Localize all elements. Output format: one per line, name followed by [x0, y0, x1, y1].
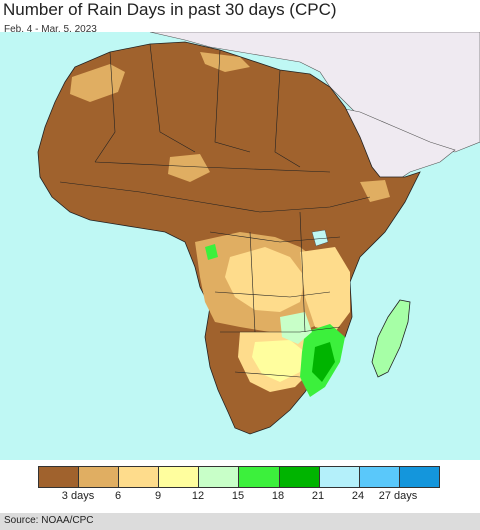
legend-labels: 3 days 6 9 12 15 18 21 24 27 days	[38, 490, 438, 506]
legend-label-4: 12	[191, 490, 205, 502]
legend-color-bar	[38, 466, 440, 488]
mozambique-dark-green	[312, 342, 335, 382]
legend-swatch-1	[39, 467, 80, 487]
legend-swatch-8	[319, 467, 360, 487]
legend-label-3: 9	[154, 490, 162, 502]
legend-swatch-4	[159, 467, 200, 487]
legend-swatch-5	[199, 467, 240, 487]
sahara-patch-center	[168, 154, 210, 182]
southern-pale-yellow	[252, 340, 305, 382]
zambia-green	[280, 312, 312, 344]
legend-label-8: 24	[351, 490, 365, 502]
legend-swatch-9	[359, 467, 400, 487]
horn-patch	[360, 180, 390, 202]
country-borders	[59, 43, 371, 378]
madagascar	[371, 299, 411, 378]
east-tan-zone	[300, 247, 350, 332]
legend-swatch-7	[279, 467, 320, 487]
sahara-patch-north	[200, 52, 250, 72]
source-bar: Source: NOAA/CPC	[0, 513, 480, 530]
rain-days-map	[0, 32, 480, 460]
legend-swatch-3	[119, 467, 160, 487]
map-title: Number of Rain Days in past 30 days (CPC…	[3, 0, 337, 19]
legend-swatch-6	[239, 467, 280, 487]
legend-swatch-2	[79, 467, 120, 487]
gabon-green	[205, 244, 218, 260]
eurasia-land	[149, 32, 480, 153]
legend-label-5: 15	[231, 490, 245, 502]
central-yellow-zone	[225, 247, 305, 312]
map-svg	[0, 32, 480, 460]
source-text: Source: NOAA/CPC	[4, 515, 94, 526]
legend-label-9: 27 days	[378, 490, 418, 502]
lake-victoria	[311, 229, 329, 247]
legend-label-6: 18	[271, 490, 285, 502]
legend-label-7: 21	[311, 490, 325, 502]
legend-swatch-10	[399, 467, 439, 487]
legend-label-2: 6	[114, 490, 122, 502]
date-range: Feb. 4 - Mar. 5, 2023	[4, 24, 97, 35]
legend-label-1: 3 days	[61, 490, 95, 502]
